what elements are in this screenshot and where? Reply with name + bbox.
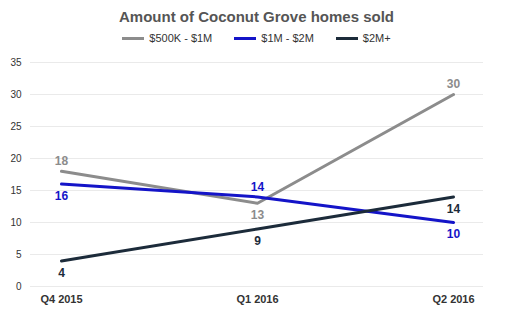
svg-text:Q1 2016: Q1 2016 [236,293,278,305]
svg-text:4: 4 [58,266,65,280]
svg-text:30: 30 [447,77,461,91]
svg-text:10: 10 [10,217,22,228]
svg-text:25: 25 [10,121,22,132]
svg-text:35: 35 [10,57,22,68]
svg-text:5: 5 [16,249,22,260]
svg-text:13: 13 [251,208,265,222]
svg-text:9: 9 [254,234,261,248]
html-text:Amount of Coconut Grove homes: Amount of Coconut Grove homes sold [119,8,394,25]
svg-text:16: 16 [55,189,69,203]
svg-text:15: 15 [10,185,22,196]
svg-text:10: 10 [447,227,461,241]
html-text:$500K - $1M: $500K - $1M [149,32,213,44]
svg-text:18: 18 [55,154,69,168]
html-text:$2M+: $2M+ [362,32,391,44]
svg-text:30: 30 [10,89,22,100]
svg-text:0: 0 [16,281,22,292]
svg-text:Q4 2015: Q4 2015 [40,293,82,305]
svg-text:Q2 2016: Q2 2016 [432,293,474,305]
svg-text:14: 14 [447,202,461,216]
html-text:$1M - $2M: $1M - $2M [261,32,314,44]
svg-text:14: 14 [251,180,265,194]
svg-text:20: 20 [10,153,22,164]
